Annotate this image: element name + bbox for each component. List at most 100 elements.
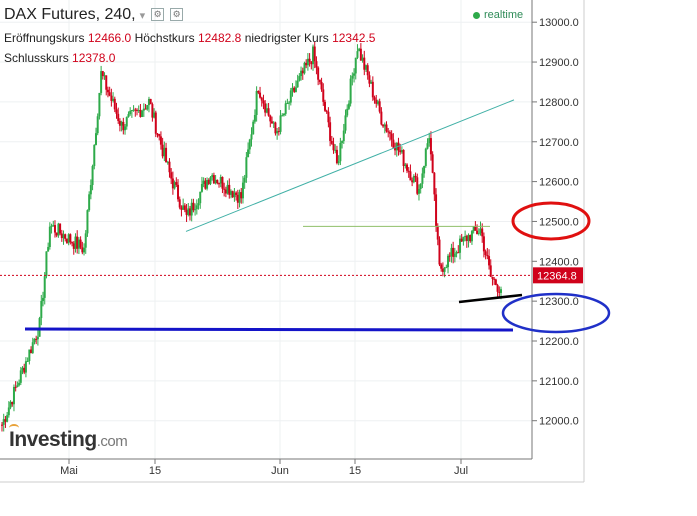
support-line <box>24 327 514 332</box>
candle-body <box>187 208 190 215</box>
candle-body <box>479 228 482 234</box>
candle-body <box>48 226 51 247</box>
open-label: Eröffnungskurs <box>4 31 85 45</box>
x-axis-labels: Mai 15 Jun 15 Jul <box>60 465 468 477</box>
candle-body <box>231 191 234 198</box>
candle-body <box>83 247 86 253</box>
candle-body <box>375 99 378 104</box>
candle-body <box>170 172 173 179</box>
candle-body <box>294 87 297 92</box>
y-axis-labels: 13000.0 12900.0 12800.0 12700.0 12600.0 12500… <box>539 17 579 428</box>
candle-body <box>12 386 15 405</box>
high-value: 12482.8 <box>197 31 242 45</box>
candle-body <box>337 161 340 164</box>
candle-body <box>486 255 489 257</box>
candle-body <box>98 92 101 117</box>
candle-body <box>190 202 193 216</box>
candle-body <box>166 161 169 163</box>
open-value: 12466.0 <box>87 31 132 45</box>
candle-body <box>390 133 393 140</box>
candle-body <box>89 185 92 195</box>
last-price-tag: 12364.8 <box>533 267 583 284</box>
candle-body <box>260 97 263 101</box>
settings-icon[interactable]: ⚙ <box>151 8 165 22</box>
candle-body <box>433 172 436 195</box>
candle-body <box>52 225 55 227</box>
candle-body <box>214 179 217 184</box>
candle-body <box>31 342 34 354</box>
candle-body <box>38 318 41 337</box>
candle-body <box>431 154 434 173</box>
candle-body <box>448 255 451 257</box>
candle-body <box>346 108 349 116</box>
candle-body <box>55 232 58 236</box>
candle-body <box>105 75 108 90</box>
candle-body <box>253 115 256 122</box>
candle-body <box>103 75 106 77</box>
low-label: niedrigster Kurs <box>244 31 329 45</box>
candle-body <box>453 253 456 257</box>
candle-body <box>271 121 274 124</box>
candle-body <box>376 101 379 104</box>
candle-body <box>366 65 369 76</box>
candle-body <box>312 46 315 65</box>
candle-body <box>457 252 460 254</box>
candle-body <box>428 138 431 144</box>
candle-body <box>482 236 485 252</box>
candle-body <box>76 236 79 249</box>
logo-swoosh-icon <box>9 424 19 432</box>
candle-body <box>423 165 426 174</box>
candle-body <box>359 48 362 61</box>
candle-body <box>330 140 333 144</box>
rising-trendline <box>185 99 515 232</box>
candle-body <box>101 71 104 76</box>
gear-icon[interactable]: ⚙ <box>170 8 184 22</box>
candle-body <box>259 92 262 98</box>
candle-body <box>93 144 96 167</box>
candle-body <box>112 98 115 101</box>
candle-body <box>2 419 5 425</box>
candle-body <box>23 367 26 373</box>
candle-body <box>146 105 149 110</box>
candle-body <box>308 58 311 62</box>
candle-body <box>370 81 373 84</box>
candle-body <box>202 180 205 185</box>
candle-body <box>19 370 22 383</box>
candle-body <box>327 111 330 123</box>
candle-body <box>281 115 284 117</box>
candle-body <box>79 239 82 248</box>
candle-body <box>407 170 410 172</box>
y-tick-label: 12800.0 <box>539 97 579 109</box>
candle-body <box>233 192 236 198</box>
candle-body <box>77 239 80 249</box>
candle-body <box>16 385 19 388</box>
x-tick-label: 15 <box>349 465 361 477</box>
candle-body <box>81 247 84 253</box>
symbol-title: DAX Futures, 240, <box>4 6 136 23</box>
candle-body <box>71 242 74 244</box>
candle-body <box>472 226 475 232</box>
x-tick-label: Mai <box>60 465 78 477</box>
candle-body <box>235 192 238 195</box>
candle-body <box>364 65 367 70</box>
candle-body <box>424 148 427 166</box>
chevron-down-icon[interactable]: ▾ <box>139 10 146 22</box>
candle-body <box>404 164 407 166</box>
candle-body <box>320 81 323 90</box>
candle-body <box>241 182 244 199</box>
candle-body <box>129 110 132 115</box>
candle-body <box>94 133 97 145</box>
candle-body <box>301 70 304 74</box>
candle-body <box>11 401 14 405</box>
close-label: Schlusskurs <box>4 51 69 65</box>
candle-body <box>42 297 45 301</box>
candle-body <box>137 109 140 111</box>
candle-body <box>262 100 265 104</box>
chart-grid <box>0 0 532 459</box>
candle-body <box>229 191 232 195</box>
candle-body <box>45 251 48 277</box>
y-tick-label: 12600.0 <box>539 177 579 189</box>
y-tick-label: 13000.0 <box>539 17 579 29</box>
candle-body <box>113 98 116 110</box>
